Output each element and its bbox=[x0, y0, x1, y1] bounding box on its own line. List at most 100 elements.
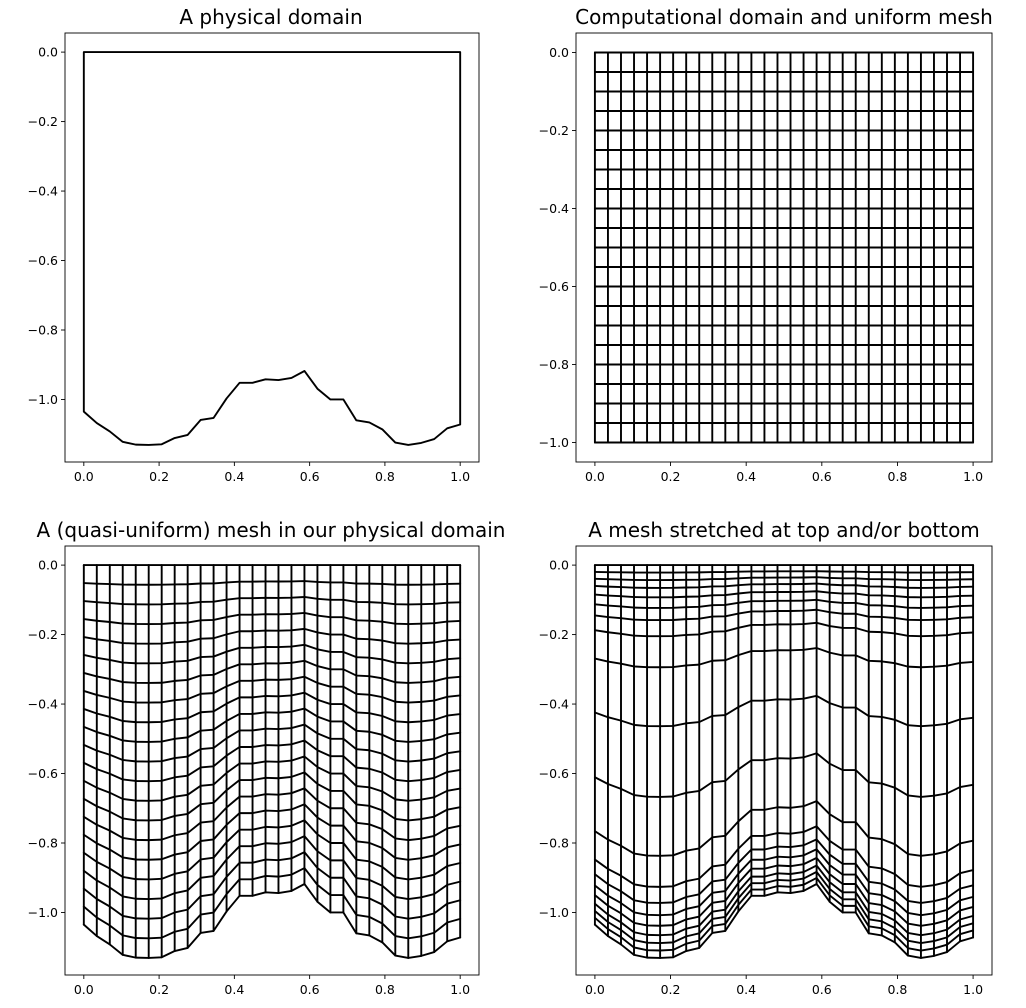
mesh-horizontal-line bbox=[593, 752, 975, 798]
y-tick-label: −0.4 bbox=[28, 184, 58, 199]
x-tick-label: 0.2 bbox=[149, 469, 169, 484]
x-tick-label: 0.2 bbox=[149, 982, 169, 997]
mesh-horizontal-line bbox=[593, 864, 975, 937]
mesh-horizontal-line bbox=[593, 576, 975, 581]
x-tick-label: 0.6 bbox=[300, 469, 320, 484]
mesh-horizontal-line bbox=[82, 851, 462, 920]
mesh-horizontal-line bbox=[593, 825, 975, 888]
mesh-horizontal-line bbox=[82, 755, 462, 802]
chart-title: A (quasi-uniform) mesh in our physical d… bbox=[37, 518, 506, 542]
mesh-horizontal-line bbox=[82, 739, 462, 783]
mesh-horizontal-line bbox=[82, 627, 462, 645]
mesh-lines bbox=[82, 51, 462, 446]
mesh-horizontal-line bbox=[82, 596, 462, 606]
x-tick-label: 0.4 bbox=[736, 982, 756, 997]
x-tick-label: 0.0 bbox=[74, 982, 94, 997]
mesh-horizontal-line bbox=[593, 883, 975, 959]
mesh-horizontal-line bbox=[593, 838, 975, 904]
x-tick-label: 1.0 bbox=[450, 469, 470, 484]
y-tick-label: −0.4 bbox=[539, 201, 569, 216]
axes-frame bbox=[575, 545, 993, 976]
y-tick-label: −0.8 bbox=[28, 323, 58, 338]
y-tick-label: −1.0 bbox=[539, 435, 569, 450]
x-tick-label: 0.6 bbox=[300, 982, 320, 997]
y-tick-label: −0.6 bbox=[28, 253, 58, 268]
y-tick-label: −0.8 bbox=[539, 836, 569, 851]
x-tick-label: 0.4 bbox=[224, 469, 244, 484]
mesh-horizontal-line bbox=[82, 723, 462, 763]
mesh-horizontal-line bbox=[593, 694, 975, 728]
mesh-horizontal-line bbox=[82, 771, 462, 822]
mesh-horizontal-line bbox=[593, 608, 975, 622]
x-tick-label: 0.6 bbox=[812, 982, 832, 997]
mesh-horizontal-line bbox=[82, 659, 462, 684]
y-tick-label: 0.0 bbox=[38, 45, 58, 60]
y-tick-label: −0.4 bbox=[539, 697, 569, 712]
y-tick-label: −0.2 bbox=[539, 123, 569, 138]
y-tick-label: −0.6 bbox=[539, 279, 569, 294]
x-tick-label: 0.8 bbox=[375, 982, 395, 997]
x-tick-label: 0.0 bbox=[585, 469, 605, 484]
x-tick-label: 0.6 bbox=[812, 469, 832, 484]
x-tick-label: 0.2 bbox=[661, 982, 681, 997]
mesh-horizontal-line bbox=[593, 598, 975, 609]
y-tick-label: −0.8 bbox=[539, 357, 569, 372]
mesh-horizontal-line bbox=[82, 675, 462, 704]
mesh-horizontal-line bbox=[82, 580, 462, 586]
mesh-horizontal-line bbox=[593, 876, 975, 952]
mesh-horizontal-line bbox=[593, 848, 975, 917]
mesh-lines bbox=[593, 51, 975, 444]
y-tick-label: −1.0 bbox=[539, 905, 569, 920]
mesh-horizontal-line bbox=[82, 867, 462, 940]
x-tick-label: 0.8 bbox=[375, 469, 395, 484]
x-tick-label: 1.0 bbox=[963, 469, 983, 484]
y-tick-label: 0.0 bbox=[549, 45, 569, 60]
mesh-horizontal-line bbox=[82, 819, 462, 881]
panel-quasi-uniform-mesh: A (quasi-uniform) mesh in our physical d… bbox=[28, 518, 506, 997]
x-tick-label: 0.0 bbox=[585, 982, 605, 997]
y-tick-label: −0.2 bbox=[28, 114, 58, 129]
y-tick-label: −1.0 bbox=[28, 392, 58, 407]
chart-title: A mesh stretched at top and/or bottom bbox=[588, 518, 980, 542]
y-tick-label: −0.6 bbox=[28, 766, 58, 781]
mesh-horizontal-line bbox=[593, 570, 975, 574]
mesh-horizontal-line bbox=[82, 835, 462, 900]
mesh-horizontal-line bbox=[82, 883, 462, 959]
mesh-horizontal-line bbox=[593, 647, 975, 669]
x-tick-label: 1.0 bbox=[450, 982, 470, 997]
x-tick-label: 0.8 bbox=[888, 469, 908, 484]
y-tick-label: 0.0 bbox=[549, 558, 569, 573]
mesh-horizontal-line bbox=[82, 803, 462, 861]
axes-frame bbox=[575, 32, 993, 463]
y-tick-label: 0.0 bbox=[38, 558, 58, 573]
mesh-lines bbox=[593, 564, 975, 959]
mesh-horizontal-line bbox=[593, 856, 975, 927]
y-tick-label: −0.2 bbox=[539, 627, 569, 642]
x-tick-label: 0.4 bbox=[224, 982, 244, 997]
mesh-horizontal-line bbox=[593, 870, 975, 944]
y-tick-label: −0.6 bbox=[539, 766, 569, 781]
panel-computational-domain: Computational domain and uniform mesh 0.0… bbox=[539, 5, 993, 484]
x-tick-label: 0.4 bbox=[736, 469, 756, 484]
mesh-horizontal-line bbox=[593, 582, 975, 589]
mesh-horizontal-line bbox=[593, 621, 975, 638]
chart-title: A physical domain bbox=[179, 5, 362, 29]
chart-title: Computational domain and uniform mesh bbox=[575, 5, 993, 29]
panel-stretched-mesh: A mesh stretched at top and/or bottom 0.0… bbox=[539, 518, 993, 997]
mesh-horizontal-line bbox=[82, 691, 462, 724]
axes-frame bbox=[64, 545, 480, 976]
y-tick-label: −0.8 bbox=[28, 836, 58, 851]
mesh-horizontal-line bbox=[82, 643, 462, 665]
mesh-horizontal-line bbox=[593, 590, 975, 599]
axes-frame bbox=[64, 32, 480, 463]
x-tick-label: 0.2 bbox=[661, 469, 681, 484]
y-tick-label: −0.4 bbox=[28, 697, 58, 712]
x-tick-label: 1.0 bbox=[963, 982, 983, 997]
x-tick-label: 0.0 bbox=[74, 469, 94, 484]
mesh-lines bbox=[82, 564, 462, 959]
mesh-horizontal-line bbox=[82, 787, 462, 842]
y-tick-label: −1.0 bbox=[28, 905, 58, 920]
mesh-horizontal-line bbox=[593, 800, 975, 857]
panel-physical-domain: A physical domain 0.0 0.2 0.4 0.6 0.8 1.0 0.0 −0… bbox=[28, 5, 480, 484]
